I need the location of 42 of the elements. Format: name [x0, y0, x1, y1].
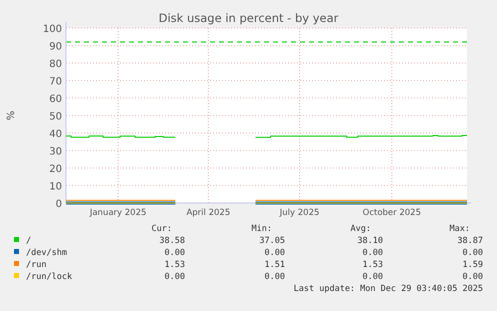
text: 38.10	[357, 236, 383, 246]
text: Last update: Mon Dec 29 03:40:05 2025	[294, 284, 483, 294]
text: 0.00	[164, 248, 185, 258]
x-tick-label: April 2025	[186, 208, 230, 218]
x-tick-label: January 2025	[88, 208, 146, 218]
text: Min:	[252, 224, 272, 234]
y-tick-label: 90	[49, 42, 62, 52]
y-tick-label: 0	[56, 199, 62, 210]
text: 0.00	[164, 272, 185, 282]
x-tick-label: July 2025	[278, 208, 320, 218]
text: 38.87	[457, 236, 483, 246]
text: 1.51	[264, 260, 285, 270]
y-tick-label: 60	[49, 94, 62, 105]
text: 0.00	[264, 272, 285, 282]
text: 0.00	[362, 248, 383, 258]
y-tick-label: 70	[49, 76, 62, 88]
legend-label: /run	[26, 260, 46, 270]
text: 0.00	[462, 272, 483, 282]
text: Avg:	[350, 224, 371, 234]
y-tick-label: 40	[49, 129, 62, 140]
text: 1.59	[462, 260, 483, 270]
chart-title: Disk usage in percent - by year	[158, 11, 339, 25]
text: 0.00	[362, 272, 383, 282]
text: 1.53	[362, 260, 383, 270]
legend-label: /	[26, 236, 32, 246]
text: Cur:	[152, 224, 172, 234]
text: 38.58	[159, 236, 185, 246]
legend-label: /run/lock	[26, 272, 72, 282]
text: 0.00	[462, 248, 483, 258]
text: 0.00	[264, 248, 285, 258]
text: 37.05	[259, 236, 285, 246]
legend-label: /dev/shm	[26, 248, 67, 258]
y-tick-label: 20	[49, 164, 62, 175]
text: Max:	[450, 224, 470, 234]
y-tick-label: 100	[42, 24, 62, 35]
y-axis-title: %	[6, 110, 17, 120]
x-tick-label: October 2025	[362, 208, 421, 218]
y-tick-label: 30	[49, 146, 62, 158]
y-tick-label: 10	[49, 182, 62, 192]
y-tick-label: 80	[49, 59, 62, 70]
y-tick-label: 50	[49, 112, 62, 122]
text: 1.53	[164, 260, 185, 270]
